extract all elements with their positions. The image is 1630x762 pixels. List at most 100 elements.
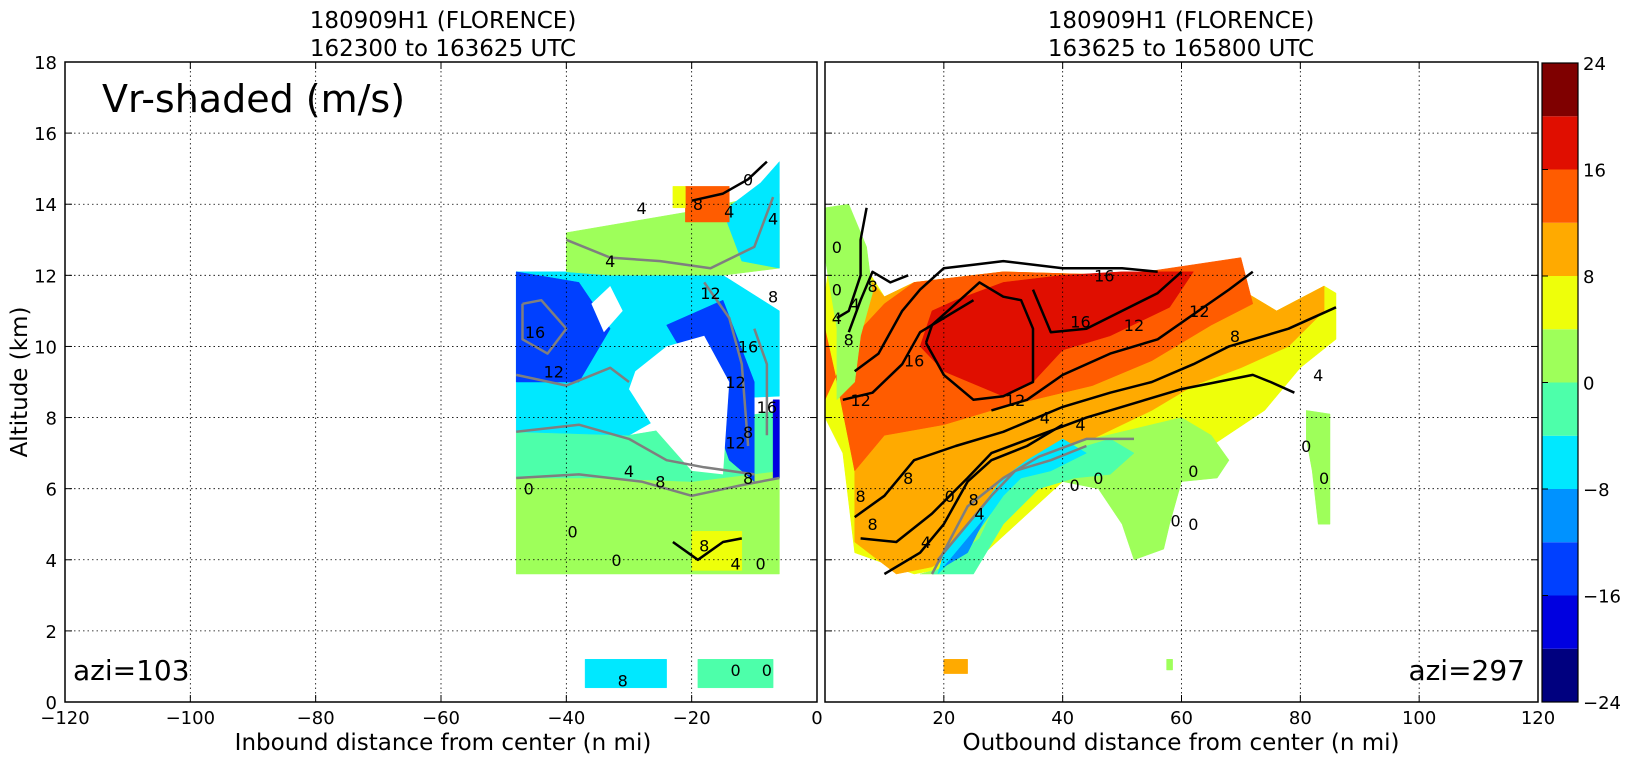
left-contour-label: 12 (725, 373, 745, 392)
left-contour-label: 4 (724, 202, 734, 221)
left-contour-label: 8 (768, 288, 778, 307)
right-contour-line (836, 207, 868, 320)
left-contour-label: 4 (636, 199, 646, 218)
left-contour-line (515, 366, 630, 387)
right-contour-label: 0 (945, 487, 955, 506)
left-contour-label: 16 (757, 398, 777, 417)
colorbar-swatch (1542, 595, 1578, 649)
colorbar-tick-label: 16 (1583, 161, 1606, 182)
colorbar-swatch (1542, 169, 1578, 223)
right-contour-label: 8 (968, 490, 978, 509)
left-contour-label: 4 (605, 252, 615, 271)
right-contour-label: 0 (1069, 476, 1079, 495)
colorbar-tick-label: 0 (1583, 374, 1594, 395)
left-contour-label: 16 (525, 323, 545, 342)
left-field-region (722, 160, 780, 269)
left-azimuth-label: azi=103 (73, 654, 190, 687)
right-contour-label: 8 (867, 515, 877, 534)
right-velocity-field (825, 203, 1337, 674)
colorbar (1541, 62, 1579, 703)
left-x-axis-label: Inbound distance from center (n mi) (235, 730, 652, 756)
colorbar-swatch (1542, 648, 1578, 702)
left-x-tick-label: −20 (673, 708, 711, 729)
right-contour-line (847, 270, 909, 333)
left-x-tick-label: 0 (811, 708, 822, 729)
right-contour-line (924, 281, 1035, 402)
right-contour-label: 12 (850, 391, 870, 410)
y-tick-label: 14 (34, 195, 57, 216)
colorbar-swatch (1542, 63, 1578, 117)
right-x-tick-label: 20 (932, 708, 955, 729)
left-title-line2: 162300 to 163625 UTC (310, 36, 576, 62)
left-grid (65, 62, 817, 702)
left-title-line1: 180909H1 (FLORENCE) (310, 8, 577, 34)
right-contour-label: 8 (1230, 327, 1240, 346)
left-contour-line (516, 473, 780, 498)
colorbar-tick-label: −16 (1583, 587, 1621, 608)
left-contour-label: 0 (611, 551, 621, 570)
y-tick-label: 4 (46, 551, 57, 572)
left-missing-data-region (629, 335, 730, 475)
right-contour-label: 8 (856, 487, 866, 506)
right-contour-line (883, 423, 1064, 576)
colorbar-swatch (1542, 222, 1578, 276)
left-x-tick-label: −100 (166, 708, 215, 729)
right-x-axis-label: Outbound distance from center (n mi) (963, 730, 1400, 756)
left-x-tick-label: −80 (297, 708, 335, 729)
right-contour-label: 12 (1189, 302, 1209, 321)
panel-annotation-main: Vr-shaded (m/s) (102, 77, 405, 121)
colorbar-swatch (1542, 329, 1578, 383)
right-axis-ticks: 20 40 60 80 100 120 (824, 61, 1555, 729)
right-contour-label: 8 (903, 469, 913, 488)
right-x-tick-label: 60 (1170, 708, 1193, 729)
colorbar-swatch (1542, 542, 1578, 596)
left-field-region (697, 659, 774, 689)
right-contour-label: 12 (1124, 316, 1144, 335)
left-contour-label: 0 (756, 554, 766, 573)
left-x-tick-label: −120 (40, 708, 89, 729)
right-contour-label: 4 (921, 533, 931, 552)
left-contour-label: 4 (624, 462, 634, 481)
left-contour-label: 8 (618, 672, 628, 691)
right-x-tick-label: 40 (1051, 708, 1074, 729)
left-contour-label: 0 (524, 480, 534, 499)
left-field-region (672, 186, 686, 209)
left-contour-label: 0 (762, 661, 772, 680)
left-x-tick-label: −60 (422, 708, 460, 729)
left-contour-line (691, 160, 768, 202)
left-contour-line (516, 423, 755, 476)
colorbar-swatch (1542, 116, 1578, 170)
left-contour-line (672, 537, 743, 562)
y-tick-label: 16 (34, 124, 57, 145)
left-contour-label: 4 (768, 209, 778, 228)
colorbar-tick-label: 8 (1583, 267, 1594, 288)
right-contour-label: 8 (844, 330, 854, 349)
left-missing-data-region (591, 286, 623, 333)
left-x-tick-label: −40 (547, 708, 585, 729)
right-contour-label: 0 (832, 238, 842, 257)
right-field-region (1306, 410, 1331, 525)
y-tick-label: 8 (46, 409, 57, 430)
right-contour-line (853, 306, 1337, 519)
y-tick-label: 12 (34, 266, 57, 287)
y-tick-label: 2 (46, 622, 57, 643)
left-contour-label: 8 (743, 423, 753, 442)
y-tick-label: 10 (34, 337, 57, 358)
left-contour-label: 12 (725, 433, 745, 452)
left-contour-line (703, 281, 750, 447)
left-contour-line (521, 298, 568, 355)
y-tick-label: 0 (46, 693, 57, 714)
right-x-tick-label: 100 (1402, 708, 1436, 729)
colorbar-swatch (1542, 489, 1578, 543)
left-contour-label: 12 (700, 284, 720, 303)
left-contour-label: 8 (743, 469, 753, 488)
left-contour-label: 0 (730, 661, 740, 680)
left-contour-line (753, 328, 769, 436)
left-contour-label: 12 (544, 362, 564, 381)
right-contour-label: 4 (1040, 409, 1050, 428)
left-contour-label: 0 (568, 522, 578, 541)
y-tick-label: 6 (46, 480, 57, 501)
